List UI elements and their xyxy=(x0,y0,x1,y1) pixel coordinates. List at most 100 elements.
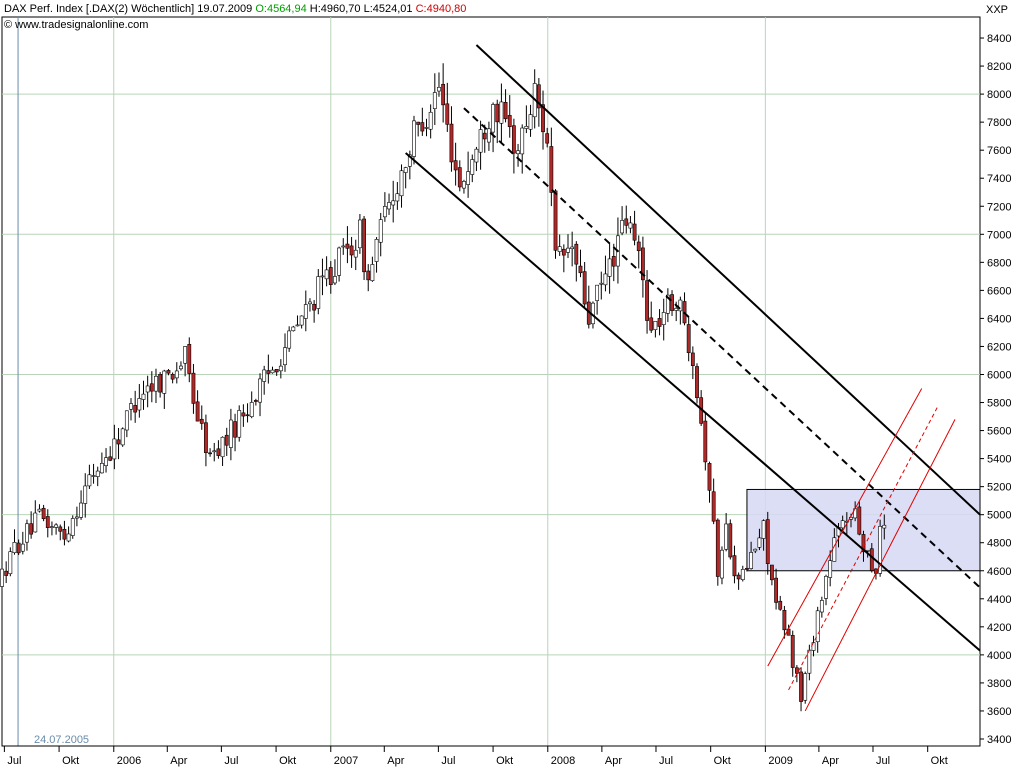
candle-body xyxy=(270,369,275,374)
x-tick-label: Jul xyxy=(7,755,21,767)
candle xyxy=(516,143,520,167)
candle xyxy=(16,539,21,556)
candle xyxy=(374,237,379,273)
candle xyxy=(424,118,429,137)
candle xyxy=(582,262,587,308)
candle-body xyxy=(382,206,387,218)
candle xyxy=(695,363,699,404)
y-tick-label: 4800 xyxy=(987,538,1011,550)
candle-body xyxy=(291,326,296,332)
candle-body xyxy=(437,86,441,92)
candle-body xyxy=(258,378,262,403)
candle-body xyxy=(83,485,88,504)
candle xyxy=(353,239,358,271)
candle xyxy=(428,104,433,139)
candle-body xyxy=(678,299,683,312)
candle xyxy=(878,519,883,577)
candle-body xyxy=(428,111,433,130)
candle-body xyxy=(337,247,341,276)
candle xyxy=(420,107,425,136)
candle xyxy=(158,372,163,398)
candle-body xyxy=(195,401,200,422)
candle-body xyxy=(62,528,67,540)
candle xyxy=(316,269,321,315)
candle-body xyxy=(449,123,454,163)
candle xyxy=(0,557,4,587)
candle-body xyxy=(303,304,308,319)
x-tick-label: Jul xyxy=(441,755,455,767)
candle xyxy=(524,105,529,134)
candle-body xyxy=(445,103,450,125)
candle xyxy=(649,301,654,333)
candle xyxy=(828,550,833,587)
candle-body xyxy=(12,542,17,554)
y-tick-label: 7000 xyxy=(987,229,1011,241)
candle xyxy=(595,284,600,315)
candle xyxy=(753,548,758,554)
candle xyxy=(199,405,204,430)
red-channel-high xyxy=(767,388,923,667)
candle-body xyxy=(603,273,608,286)
candle-body xyxy=(362,218,366,273)
candle-body xyxy=(278,365,283,372)
candle-body xyxy=(320,275,325,278)
candle-body xyxy=(495,103,500,123)
candle-body xyxy=(75,516,79,519)
candle-body xyxy=(412,120,416,157)
candle-body xyxy=(703,420,708,463)
x-tick-label: Okt xyxy=(931,755,948,767)
candle xyxy=(399,164,404,208)
candle xyxy=(58,524,63,541)
candle xyxy=(815,606,820,653)
candle xyxy=(824,574,828,606)
candle-body xyxy=(416,121,421,125)
candle xyxy=(112,424,117,470)
candle-body xyxy=(724,523,729,550)
candle xyxy=(320,258,325,296)
candle-body xyxy=(799,671,803,702)
candle-body xyxy=(528,114,533,130)
candle-body xyxy=(466,171,471,185)
x-tick-label: Jul xyxy=(224,755,238,767)
candle-body xyxy=(665,294,670,314)
candle xyxy=(636,235,641,269)
candle-body xyxy=(632,223,637,241)
candle-body xyxy=(349,245,354,256)
candle-body xyxy=(794,667,799,674)
candle-body xyxy=(228,419,233,448)
y-tick-label: 5200 xyxy=(987,482,1011,494)
y-tick-label: 4200 xyxy=(987,622,1011,634)
candle xyxy=(707,461,712,503)
candle xyxy=(141,380,146,410)
candle-body xyxy=(149,383,154,392)
candle xyxy=(561,244,566,273)
candle-body xyxy=(108,456,113,461)
lower-channel xyxy=(405,152,981,652)
candle-body xyxy=(757,537,762,548)
candle xyxy=(757,528,762,551)
candle-body xyxy=(765,519,770,564)
candle xyxy=(108,446,113,462)
candle xyxy=(578,249,583,278)
candle xyxy=(87,464,92,489)
candle xyxy=(670,290,674,316)
candle-body xyxy=(607,258,612,277)
low-value: L:4524,01 xyxy=(363,3,413,15)
candle-body xyxy=(715,519,720,577)
y-tick-label: 7600 xyxy=(987,145,1011,157)
candle xyxy=(728,519,733,560)
candle-body xyxy=(370,264,375,282)
candle xyxy=(183,345,188,377)
candle xyxy=(349,236,354,268)
candle-body xyxy=(16,542,21,554)
candle-body xyxy=(249,402,254,418)
candle xyxy=(395,182,400,210)
candle-body xyxy=(374,239,379,262)
candle-body xyxy=(358,219,362,249)
candle-body xyxy=(283,347,287,366)
candle-body xyxy=(241,412,246,417)
candle-body xyxy=(819,600,824,613)
candle-body xyxy=(158,374,163,393)
candle-body xyxy=(803,673,808,701)
candle xyxy=(345,226,350,264)
